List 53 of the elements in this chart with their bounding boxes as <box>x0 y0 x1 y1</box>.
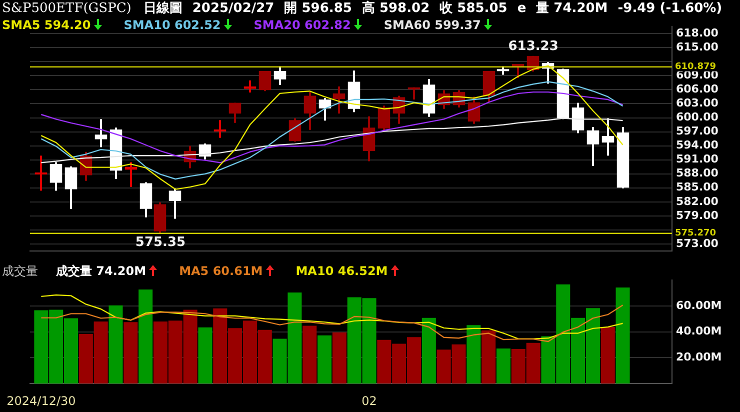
bar <box>318 335 332 384</box>
candlestick <box>214 120 226 138</box>
y-tick-label: 591.00 <box>676 152 719 166</box>
text: 2025/02/27 <box>192 1 274 16</box>
y-tick-label: 600.00 <box>676 110 719 124</box>
chart-title: 成交量 <box>2 264 38 278</box>
ref-line-label: 575.270 <box>675 228 716 239</box>
series-label: 成交量 74.20M <box>56 264 146 278</box>
bar <box>600 327 615 384</box>
bar <box>302 326 317 384</box>
y-tick-label: 597.00 <box>676 124 719 138</box>
text: e <box>517 1 526 16</box>
text: -9.49 (-1.60%) <box>618 1 722 16</box>
text: SMA20 602.82 <box>254 18 351 32</box>
text: 量 74.20M <box>536 1 608 16</box>
y-tick-label: 603.00 <box>676 96 719 110</box>
y-tick-label: 618.00 <box>676 26 719 40</box>
y-tick-label: 606.00 <box>676 82 719 96</box>
x-tick-label: 02 <box>362 394 377 408</box>
bar <box>124 322 138 384</box>
text: 日線圖 <box>143 1 182 16</box>
bar <box>482 330 496 384</box>
text: 收 585.05 <box>440 1 508 16</box>
bar <box>616 288 630 384</box>
bar <box>332 332 346 384</box>
annotation: 575.35 <box>135 234 186 250</box>
text: 開 596.85 <box>284 1 352 16</box>
bar <box>198 327 212 384</box>
y-tick-label: 40.00M <box>676 324 722 338</box>
bar <box>108 305 123 384</box>
bar <box>138 289 153 384</box>
bar <box>496 348 510 384</box>
y-tick-label: 573.00 <box>676 236 719 250</box>
bar <box>466 325 481 384</box>
annotation: 613.23 <box>508 38 558 54</box>
y-tick-label: 579.00 <box>676 208 719 222</box>
y-tick-label: 60.00M <box>676 298 722 312</box>
y-tick-label: 585.00 <box>676 180 719 194</box>
candlestick <box>34 156 48 191</box>
y-tick-label: 588.00 <box>676 166 719 180</box>
bar <box>422 318 436 384</box>
text: SMA5 594.20 <box>2 18 91 32</box>
text: SMA60 599.37 <box>384 18 481 32</box>
text: MA5 60.61M <box>179 264 263 278</box>
x-tick-label: 2024/12/30 <box>6 394 76 408</box>
text: 高 598.02 <box>362 1 430 16</box>
y-tick-label: 582.00 <box>676 194 719 208</box>
text: SMA10 602.52 <box>124 18 221 32</box>
chart-title: S&P500ETF(GSPC) <box>2 1 132 16</box>
y-tick-label: 20.00M <box>676 350 722 364</box>
text: MA10 46.52M <box>296 264 388 278</box>
y-tick-label: 594.00 <box>676 138 719 152</box>
y-tick-label: 615.00 <box>676 40 719 54</box>
